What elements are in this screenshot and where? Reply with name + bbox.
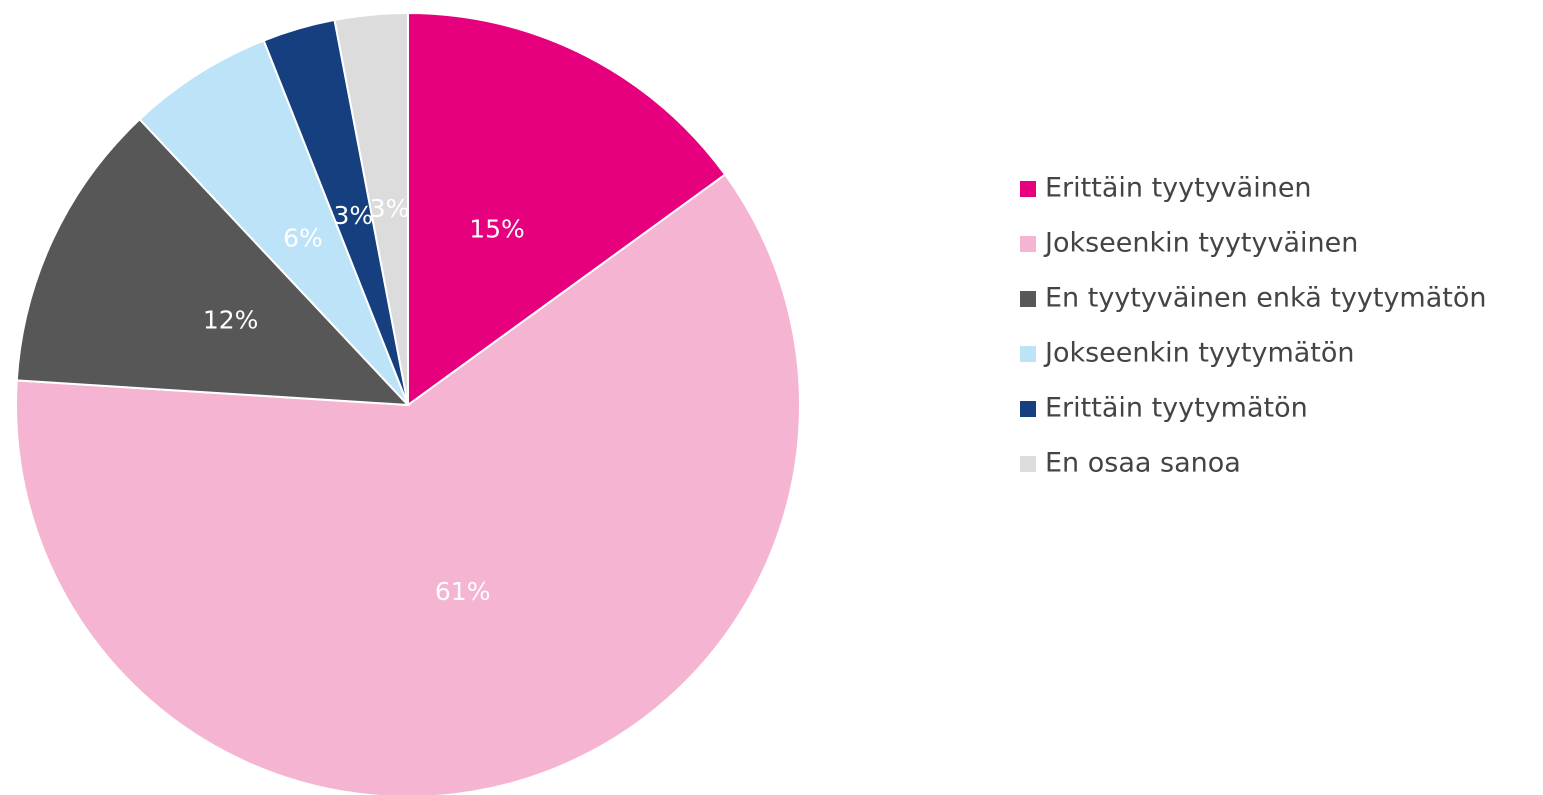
- pie-slice: [407, 11, 727, 407]
- data-label: 12%: [203, 306, 259, 335]
- legend-swatch: [1020, 236, 1036, 252]
- pie-slice: [15, 173, 801, 795]
- legend-label: En tyytyväinen enkä tyytymätön: [1045, 283, 1487, 314]
- data-label: 3%: [370, 194, 410, 223]
- pie-slice: [15, 117, 411, 407]
- legend-swatch: [1020, 181, 1036, 197]
- pie-slice: [138, 39, 409, 406]
- data-label: 6%: [283, 224, 323, 253]
- legend-swatch: [1020, 401, 1036, 417]
- data-label: 61%: [435, 577, 491, 606]
- legend-label: Jokseenkin tyytymätön: [1043, 338, 1355, 369]
- data-label: 3%: [333, 201, 373, 230]
- legend-swatch: [1020, 456, 1036, 472]
- legend-swatch: [1020, 291, 1036, 307]
- legend-label: Erittäin tyytyväinen: [1045, 173, 1312, 204]
- data-label: 15%: [469, 214, 525, 243]
- legend-label: Jokseenkin tyytyväinen: [1043, 228, 1358, 259]
- legend-label: En osaa sanoa: [1045, 448, 1241, 479]
- legend-label: Erittäin tyytymätön: [1045, 393, 1308, 424]
- legend-swatch: [1020, 346, 1036, 362]
- pie-slice: [333, 11, 409, 406]
